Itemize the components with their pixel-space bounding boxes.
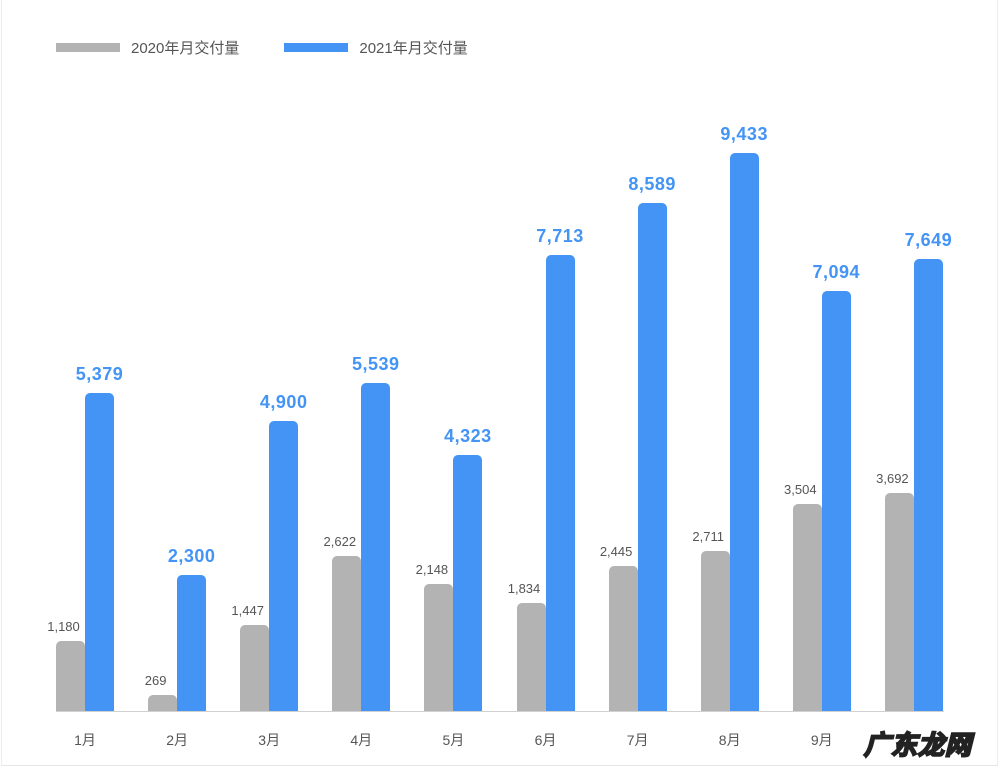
bar-2021: [545, 255, 575, 711]
bar-2021: [269, 421, 299, 711]
data-label-2021: 4,323: [444, 426, 492, 446]
data-label-2020: 3,504: [784, 482, 817, 497]
bar-2020: [332, 556, 362, 711]
bar-2020: [240, 625, 270, 711]
data-label-2020: 269: [144, 673, 167, 688]
bar-2021: [85, 393, 114, 711]
bar-2021: [913, 259, 943, 711]
data-label-2020: 2,622: [323, 534, 357, 549]
x-axis-label: 9月: [810, 732, 833, 748]
chart-legend: 2020年月交付量 2021年月交付量: [56, 36, 513, 58]
data-label-2021: 5,539: [352, 354, 400, 374]
legend-label-2021: 2021年月交付量: [359, 39, 468, 57]
legend-swatch-2021: [284, 42, 349, 52]
bar-2021: [361, 383, 391, 711]
x-axis-baseline: [56, 711, 944, 712]
data-label-2020: 2,148: [415, 562, 449, 577]
legend-label-2020: 2020年月交付量: [131, 39, 240, 57]
data-label-2020: 1,447: [231, 603, 264, 618]
x-axis-label: 8月: [718, 732, 741, 748]
bar-2020: [792, 504, 822, 711]
bar-2021: [637, 203, 667, 711]
bar-2021: [453, 455, 483, 711]
legend-item-2020: 2020年月交付量: [56, 37, 239, 58]
x-axis-label: 2月: [166, 732, 188, 748]
data-label-2021: 7,094: [812, 262, 861, 282]
data-label-2021: 7,713: [536, 226, 584, 246]
x-axis-label: 5月: [442, 732, 465, 748]
data-label-2020: 2,445: [599, 544, 633, 559]
bar-2020: [56, 641, 85, 711]
x-axis-label: 4月: [350, 732, 373, 748]
x-axis-label: 6月: [534, 732, 557, 748]
data-label-2021: 8,589: [628, 174, 676, 194]
legend-item-2021: 2021年月交付量: [284, 37, 468, 58]
data-label-2020: 1,834: [507, 581, 541, 596]
bar-2021: [177, 575, 207, 711]
bar-2020: [700, 551, 730, 711]
data-label-2021: 5,379: [75, 364, 124, 384]
bar-2021: [821, 291, 851, 711]
bar-2020: [608, 566, 638, 711]
bar-2021: [729, 153, 759, 711]
bar-2020: [884, 493, 914, 711]
data-label-2020: 3,692: [876, 471, 909, 486]
x-axis-label: 7月: [626, 732, 649, 748]
x-axis-label: 1月: [74, 732, 96, 748]
data-label-2021: 9,433: [720, 124, 768, 144]
data-label-2020: 1,180: [47, 619, 80, 634]
bar-2020: [424, 584, 454, 711]
data-label-2021: 4,900: [259, 392, 308, 412]
data-label-2020: 2,711: [692, 529, 724, 544]
bar-2020: [148, 695, 178, 711]
data-label-2021: 7,649: [904, 230, 953, 250]
watermark-text: 广东龙网: [863, 729, 973, 761]
x-axis-label: 3月: [258, 732, 281, 748]
legend-swatch-2020: [56, 42, 120, 52]
data-label-2021: 2,300: [167, 546, 216, 566]
bar-2020: [516, 603, 546, 711]
